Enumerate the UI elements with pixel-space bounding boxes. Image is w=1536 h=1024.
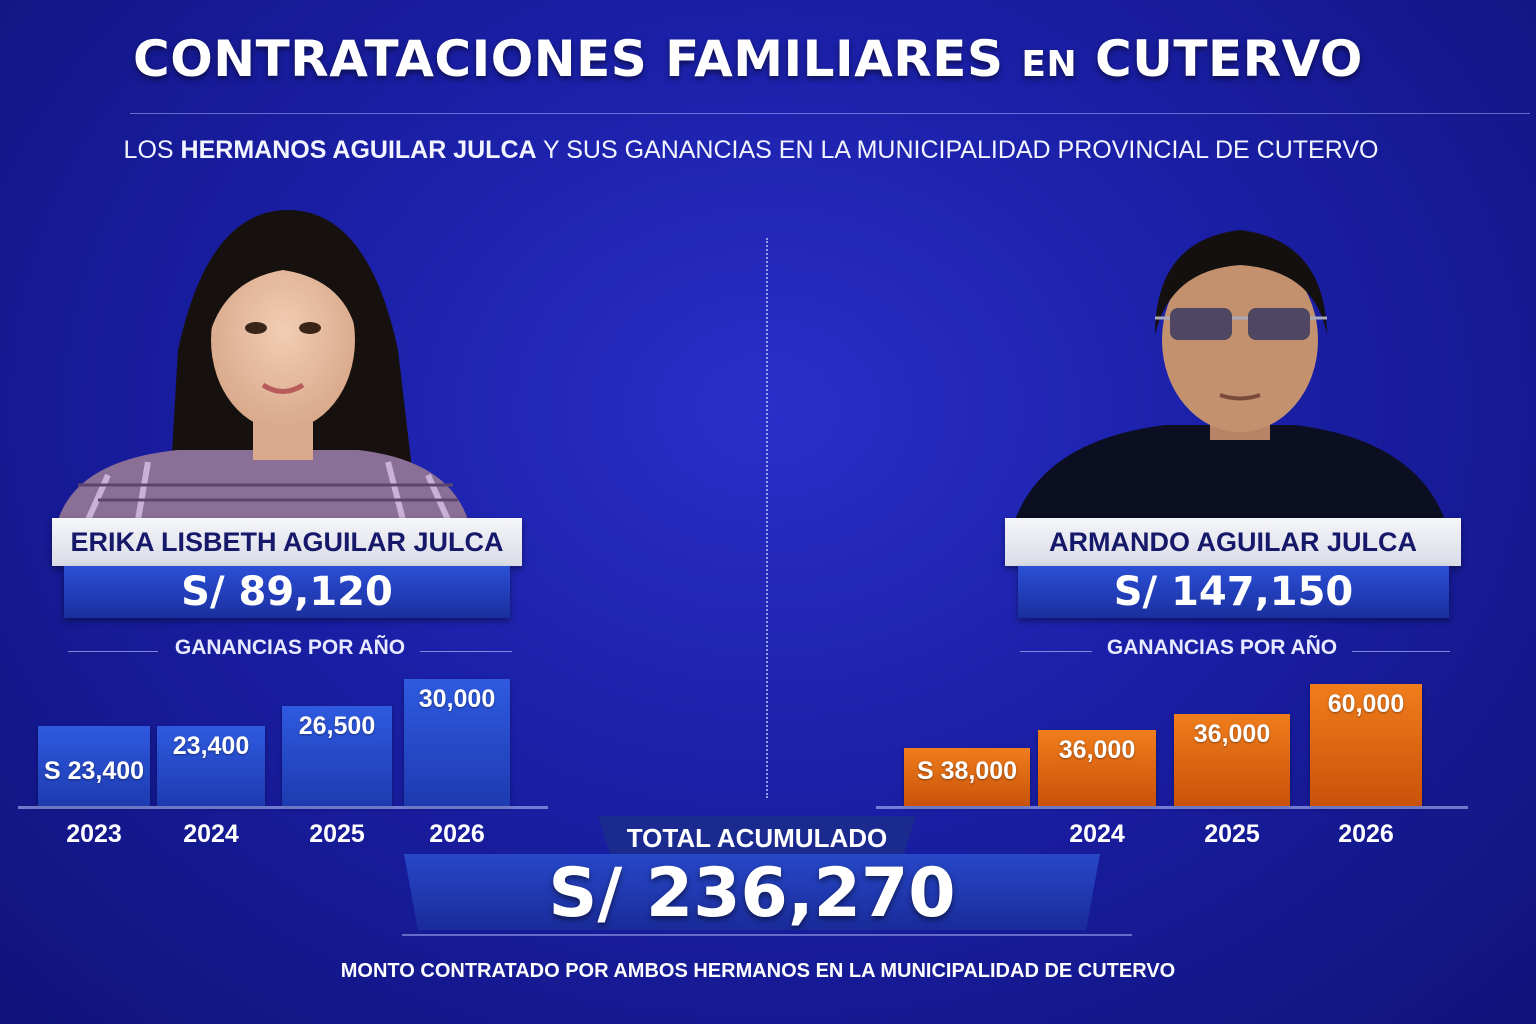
left-label-rule-right bbox=[420, 651, 512, 652]
left-year-label-2: 2025 bbox=[309, 820, 365, 848]
left-bar-0: S 23,400 bbox=[38, 726, 150, 806]
right-year-label-3: 2026 bbox=[1338, 820, 1394, 848]
center-divider bbox=[766, 238, 768, 798]
left-bar-value-label-2: 26,500 bbox=[298, 712, 376, 740]
left-label-rule-left bbox=[68, 651, 158, 652]
left-year-label-3: 2026 bbox=[429, 820, 485, 848]
total-amount: S/ 236,270 bbox=[404, 854, 1100, 930]
right-baseline bbox=[876, 806, 1468, 809]
armando-amount: S/ 147,150 bbox=[1018, 566, 1449, 618]
left-baseline bbox=[18, 806, 548, 809]
right-bar-1: 36,000 bbox=[1038, 730, 1156, 806]
left-bar-1: 23,400 bbox=[157, 726, 265, 806]
footer-caption: MONTO CONTRATADO POR AMBOS HERMANOS EN L… bbox=[340, 960, 1176, 982]
right-bar-value-label-1: 36,000 bbox=[1058, 736, 1136, 764]
title-divider bbox=[130, 113, 1530, 114]
erika-amount: S/ 89,120 bbox=[64, 566, 510, 618]
right-bar-3: 60,000 bbox=[1310, 684, 1422, 806]
right-bar-0: S 38,000 bbox=[904, 748, 1030, 806]
left-bar-value-label-0: S 23,400 bbox=[43, 757, 145, 785]
total-label: TOTAL ACUMULADO bbox=[598, 816, 916, 856]
page-title: CONTRATACIONES FAMILIARES EN CUTERVO bbox=[0, 30, 1496, 88]
left-bar-2: 26,500 bbox=[282, 706, 392, 806]
subtitle-bold: HERMANOS AGUILAR JULCA bbox=[180, 136, 537, 164]
left-section-label: GANANCIAS POR AÑO bbox=[174, 636, 406, 659]
right-bar-2: 36,000 bbox=[1174, 714, 1290, 806]
right-bar-value-label-0: S 38,000 bbox=[916, 757, 1018, 785]
left-bar-3: 30,000 bbox=[404, 679, 510, 806]
armando-photo bbox=[1015, 200, 1445, 520]
title-connector: EN bbox=[1021, 44, 1078, 85]
right-bar-value-label-2: 36,000 bbox=[1193, 720, 1271, 748]
title-part1: CONTRATACIONES FAMILIARES bbox=[133, 30, 1004, 88]
subtitle-post: Y SUS GANANCIAS EN LA MUNICIPALIDAD PROV… bbox=[536, 136, 1379, 164]
right-label-rule-left bbox=[1020, 651, 1092, 652]
left-year-label-1: 2024 bbox=[183, 820, 239, 848]
left-bar-value-label-1: 23,400 bbox=[172, 732, 250, 760]
right-bar-value-label-3: 60,000 bbox=[1327, 690, 1405, 718]
erika-name: ERIKA LISBETH AGUILAR JULCA bbox=[52, 518, 522, 566]
left-bar-value-label-3: 30,000 bbox=[418, 685, 496, 713]
right-year-label-1: 2024 bbox=[1069, 820, 1125, 848]
right-label-rule-right bbox=[1352, 651, 1450, 652]
page-subtitle: LOS HERMANOS AGUILAR JULCA Y SUS GANANCI… bbox=[0, 136, 1502, 165]
right-year-label-2: 2025 bbox=[1204, 820, 1260, 848]
subtitle-pre: LOS bbox=[123, 136, 181, 164]
total-rule bbox=[402, 934, 1132, 936]
left-year-label-0: 2023 bbox=[66, 820, 122, 848]
right-section-label: GANANCIAS POR AÑO bbox=[1106, 636, 1338, 659]
armando-name: ARMANDO AGUILAR JULCA bbox=[1005, 518, 1461, 566]
erika-photo bbox=[58, 200, 468, 520]
title-part2: CUTERVO bbox=[1095, 30, 1363, 88]
